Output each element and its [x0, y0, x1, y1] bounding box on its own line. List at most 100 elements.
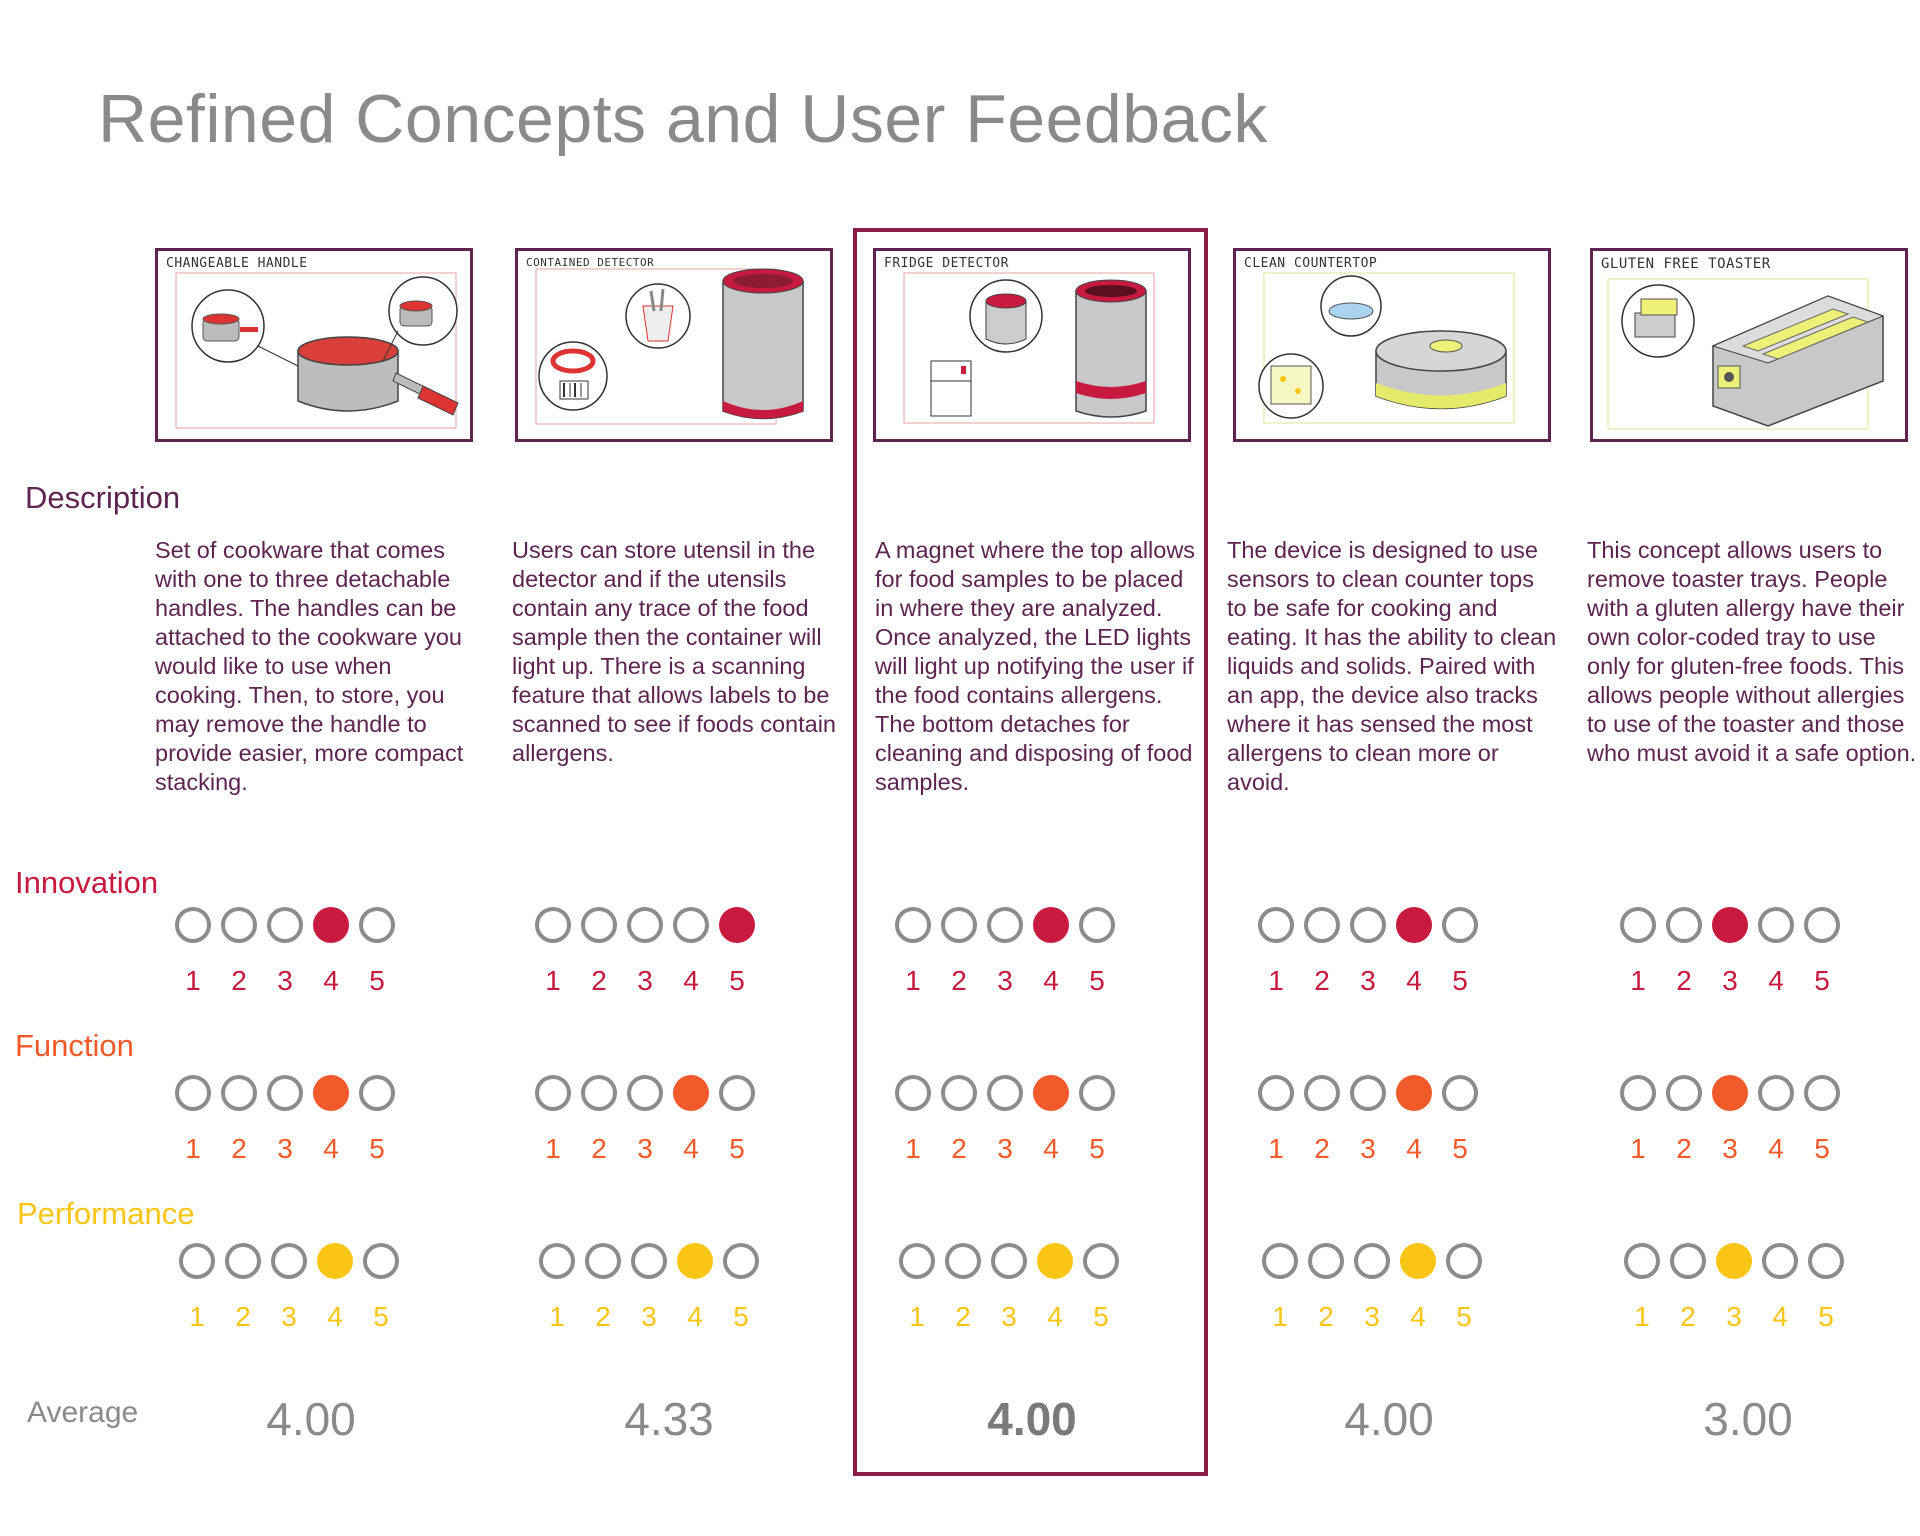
performance-rating-dot: [179, 1243, 215, 1279]
function-rating-dots: [1620, 1075, 1840, 1111]
scale-number: 2: [951, 1133, 967, 1164]
function-rating-dot-selected: [673, 1075, 709, 1111]
scale-number: 3: [1001, 1301, 1017, 1332]
performance-rating-dot: [945, 1243, 981, 1279]
scale-number: 2: [955, 1301, 971, 1332]
innovation-rating-dot: [1620, 907, 1656, 943]
page-title: Refined Concepts and User Feedback: [98, 81, 1268, 157]
innovation-rating-dot-selected: [719, 907, 755, 943]
function-rating-dot: [719, 1075, 755, 1111]
cookware-sketch-icon: [175, 272, 459, 429]
scale-number: 1: [185, 965, 201, 996]
performance-rating-dot: [539, 1243, 575, 1279]
scale-number: 2: [235, 1301, 251, 1332]
scale-number: 5: [729, 965, 745, 996]
scale-number: 5: [1818, 1301, 1834, 1332]
scale-number: 2: [591, 965, 607, 996]
section-label-average: Average: [27, 1396, 139, 1429]
innovation-rating-dot: [1350, 907, 1386, 943]
innovation-rating-dot-selected: [1033, 907, 1069, 943]
average-score: 4.00: [987, 1393, 1077, 1445]
scale-number: 2: [591, 1133, 607, 1164]
scale-number: 4: [1047, 1301, 1063, 1332]
innovation-rating-dot: [1258, 907, 1294, 943]
scale-number: 4: [327, 1301, 343, 1332]
function-rating-dot: [581, 1075, 617, 1111]
scale-number: 3: [637, 965, 653, 996]
scale-number: 3: [641, 1301, 657, 1332]
scale-number: 5: [369, 1133, 385, 1164]
scale-number: 4: [683, 1133, 699, 1164]
function-rating-dot: [1258, 1075, 1294, 1111]
function-rating-dot: [1804, 1075, 1840, 1111]
scale-number: 5: [729, 1133, 745, 1164]
performance-rating-dot-selected: [677, 1243, 713, 1279]
performance-rating-dot-selected: [1400, 1243, 1436, 1279]
scale-number: 5: [1093, 1301, 1109, 1332]
function-rating-dots: [1258, 1075, 1478, 1111]
function-rating-dot-selected: [1396, 1075, 1432, 1111]
function-rating-dot: [627, 1075, 663, 1111]
function-rating-dot: [175, 1075, 211, 1111]
performance-rating-dot: [1262, 1243, 1298, 1279]
toaster-sketch-icon: [1607, 278, 1885, 430]
average-score: 3.00: [1703, 1393, 1793, 1445]
function-rating-dot: [1666, 1075, 1702, 1111]
performance-rating-dots: [539, 1243, 759, 1279]
countertop-sketch-icon: [1258, 272, 1515, 424]
scale-number: 4: [683, 965, 699, 996]
average-score: 4.00: [1344, 1393, 1434, 1445]
scale-number: 1: [189, 1301, 205, 1332]
scale-number: 2: [951, 965, 967, 996]
performance-rating-dot: [225, 1243, 261, 1279]
scale-number: 3: [1360, 965, 1376, 996]
innovation-rating-dots: [535, 907, 755, 943]
innovation-rating-dot: [1304, 907, 1340, 943]
scale-number: 4: [323, 1133, 339, 1164]
scale-number: 5: [1814, 1133, 1830, 1164]
scale-number: 2: [1314, 1133, 1330, 1164]
sketch-label: GLUTEN FREE TOASTER: [1601, 256, 1771, 272]
scale-number: 3: [1722, 965, 1738, 996]
section-label-performance: Performance: [17, 1196, 195, 1231]
scale-number: 1: [1630, 1133, 1646, 1164]
scale-number: 1: [549, 1301, 565, 1332]
scale-number: 5: [733, 1301, 749, 1332]
performance-rating-dot: [1808, 1243, 1844, 1279]
function-rating-dot: [895, 1075, 931, 1111]
performance-rating-dot: [1354, 1243, 1390, 1279]
scale-number: 1: [909, 1301, 925, 1332]
sketch-label: CLEAN COUNTERTOP: [1244, 256, 1378, 271]
scale-number: 4: [323, 965, 339, 996]
scale-number: 1: [1268, 1133, 1284, 1164]
scale-number: 4: [1772, 1301, 1788, 1332]
scale-number: 3: [277, 1133, 293, 1164]
scale-number: 3: [1722, 1133, 1738, 1164]
scale-number: 2: [1318, 1301, 1334, 1332]
innovation-rating-dot: [581, 907, 617, 943]
section-label-innovation: Innovation: [15, 865, 159, 900]
scale-number: 5: [1089, 965, 1105, 996]
concept-sketch-gluten-free-toaster: GLUTEN FREE TOASTER: [1590, 248, 1908, 442]
innovation-rating-dot: [895, 907, 931, 943]
scale-number: 3: [1360, 1133, 1376, 1164]
innovation-rating-dot: [941, 907, 977, 943]
innovation-rating-dots: [1258, 907, 1478, 943]
innovation-rating-dot: [987, 907, 1023, 943]
scale-number: 1: [1630, 965, 1646, 996]
concept-description: Set of cookware that comes with one to t…: [155, 537, 464, 795]
scale-number: 2: [1314, 965, 1330, 996]
performance-rating-dots: [1624, 1243, 1844, 1279]
function-rating-dot: [1442, 1075, 1478, 1111]
performance-rating-dot: [723, 1243, 759, 1279]
performance-rating-dot: [991, 1243, 1027, 1279]
performance-rating-dot-selected: [1037, 1243, 1073, 1279]
function-rating-dots: [895, 1075, 1115, 1111]
scale-number: 2: [1676, 965, 1692, 996]
